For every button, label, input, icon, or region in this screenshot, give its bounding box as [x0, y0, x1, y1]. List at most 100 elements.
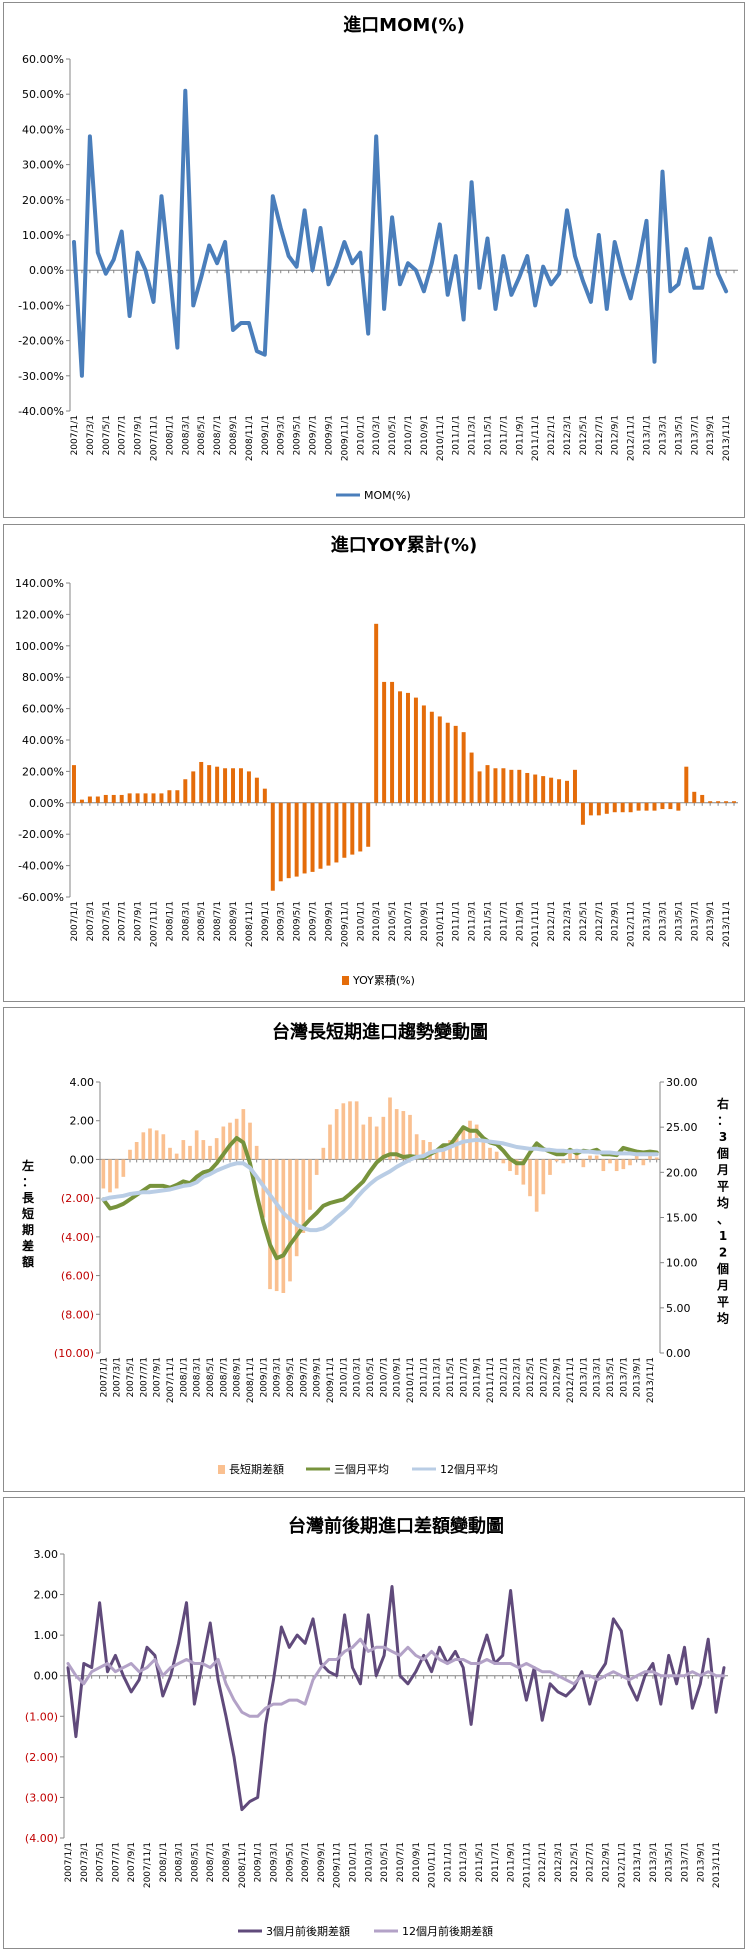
x-tick-label: 2009/9/1: [324, 415, 334, 455]
bar: [310, 802, 315, 872]
x-tick-label: 2008/11/1: [245, 415, 255, 461]
x-tick-label: 2009/1/1: [254, 1842, 264, 1882]
bar: [388, 1097, 392, 1160]
x-tick-label: 2009/9/1: [324, 901, 334, 941]
y-tick-label: 40.00%: [22, 123, 64, 136]
y-tick-label: -20.00%: [18, 335, 64, 348]
chart-title: 台灣前後期進口差額變動圖: [288, 1515, 504, 1537]
bar: [274, 1159, 279, 1292]
bar: [594, 1155, 599, 1160]
y-tick-label: -10.00%: [18, 299, 64, 312]
x-tick-label: 2012/7/1: [586, 1842, 596, 1882]
x-tick-label: 2010/5/1: [388, 901, 398, 941]
bar: [724, 801, 729, 803]
y-tick-label: 4.00: [70, 1076, 95, 1089]
x-tick-label: 2013/5/1: [606, 1357, 616, 1397]
x-tick-label: 2008/1/1: [165, 901, 175, 941]
x-tick-label: 2013/7/1: [690, 901, 700, 941]
x-tick-label: 2012/3/1: [554, 1842, 564, 1882]
bar: [454, 1134, 459, 1160]
x-tick-label: 2011/9/1: [515, 415, 525, 455]
x-tick-label: 2010/7/1: [404, 901, 414, 941]
x-tick-label: 2009/1/1: [261, 415, 271, 455]
x-tick-label: 2013/1/1: [633, 1842, 643, 1882]
bar: [168, 1147, 172, 1160]
x-tick-label: 2010/5/1: [366, 1357, 376, 1397]
x-tick-label: 2007/3/1: [86, 901, 96, 941]
chart-svg-diff: 台灣前後期進口差額變動圖 3.00 2.00 1.00 0.00 (1.00) (2.00)…: [25, 1515, 728, 1938]
bar: [350, 802, 355, 855]
x-tick-label: 2013/5/1: [674, 415, 684, 455]
x-tick-label: 2008/5/1: [206, 1357, 216, 1397]
bar: [501, 1159, 506, 1164]
y-tick-label: 0.00%: [29, 264, 64, 277]
y-tick-label: (2.00): [61, 1192, 94, 1205]
x-tick-label: 2009/3/1: [269, 1842, 279, 1882]
y-tick-label: 40.00%: [22, 734, 64, 747]
x-tick-label: 2007/5/1: [96, 1842, 106, 1882]
series-line-1: [66, 1585, 726, 1812]
chart-panel-mom: 進口MOM(%) 60.00% 50.00% 40.00% 30.00% 20.00% 10…: [3, 2, 745, 518]
x-tick-label: 2008/3/1: [181, 901, 191, 941]
bar: [366, 802, 371, 847]
bar: [692, 791, 697, 803]
x-tick-label: 2012/9/1: [611, 901, 621, 941]
x-tick-label: 2010/3/1: [364, 1842, 374, 1882]
x-tick-label: 2011/9/1: [515, 901, 525, 941]
y-tick-label: 20.00%: [22, 194, 64, 207]
x-tick-label: 2011/7/1: [491, 1842, 501, 1882]
bar: [128, 1149, 132, 1160]
x-tick-label: 2007/7/1: [111, 1842, 121, 1882]
bar: [621, 1159, 626, 1170]
y-tick-label: -30.00%: [18, 370, 64, 383]
y-tick-label: -40.00%: [18, 860, 64, 873]
bar: [448, 1140, 452, 1160]
bar: [181, 1140, 186, 1160]
bar: [382, 681, 387, 803]
bar: [246, 771, 251, 803]
x-tick-label: 2007/1/1: [70, 415, 80, 455]
bar: [441, 1147, 446, 1160]
x-tick-label: 2012/9/1: [553, 1357, 563, 1397]
x-tick-label: 2009/7/1: [299, 1357, 309, 1397]
x-tick-label: 2012/11/1: [566, 1357, 576, 1403]
x-tick-label: 2009/11/1: [340, 901, 350, 947]
bar: [401, 1111, 406, 1160]
x-tick-label: 2009/5/1: [293, 901, 303, 941]
left-axis-title: 左 ：長短期差額: [21, 1158, 35, 1269]
bar: [508, 1159, 512, 1172]
bar: [453, 725, 458, 803]
bar: [494, 1151, 499, 1160]
x-tick-label: 2011/1/1: [419, 1357, 429, 1397]
bar: [684, 766, 689, 803]
y-tick-label: -40.00%: [18, 405, 64, 418]
bar: [328, 1124, 332, 1160]
bar: [270, 802, 275, 891]
x-tick-label: 2007/3/1: [86, 415, 96, 455]
bar: [413, 697, 418, 803]
x-tick-label: 2009/9/1: [317, 1842, 327, 1882]
x-tick-label: 2011/11/1: [486, 1357, 496, 1403]
x-tick-label: 2010/5/1: [380, 1842, 390, 1882]
x-tick-label: 2013/9/1: [696, 1842, 706, 1882]
y-tick-label: 120.00%: [15, 608, 64, 621]
y-tick-label: 10.00%: [22, 229, 64, 242]
x-tick-label: 2013/11/1: [722, 415, 732, 461]
x-tick-label: 2011/3/1: [468, 415, 478, 455]
x-tick-label: 2007/9/1: [134, 901, 144, 941]
y-tick-label: 3.00: [34, 1548, 59, 1561]
bar: [143, 793, 148, 803]
x-tick-label: 2013/1/1: [643, 415, 653, 455]
bar: [358, 802, 363, 852]
y-tick-label: 50.00%: [22, 88, 64, 101]
chart-title: 台灣長短期進口趨勢變動圖: [272, 1021, 488, 1043]
bar: [241, 1109, 246, 1160]
bar: [302, 802, 307, 874]
right-axis-title-char: 平: [717, 1295, 729, 1309]
bar: [541, 776, 546, 803]
bar: [477, 771, 482, 803]
bar: [732, 801, 737, 803]
x-tick-label: 2010/11/1: [436, 415, 446, 461]
series-line-3: [101, 1137, 659, 1233]
right-axis-title-char: 個: [716, 1146, 729, 1161]
